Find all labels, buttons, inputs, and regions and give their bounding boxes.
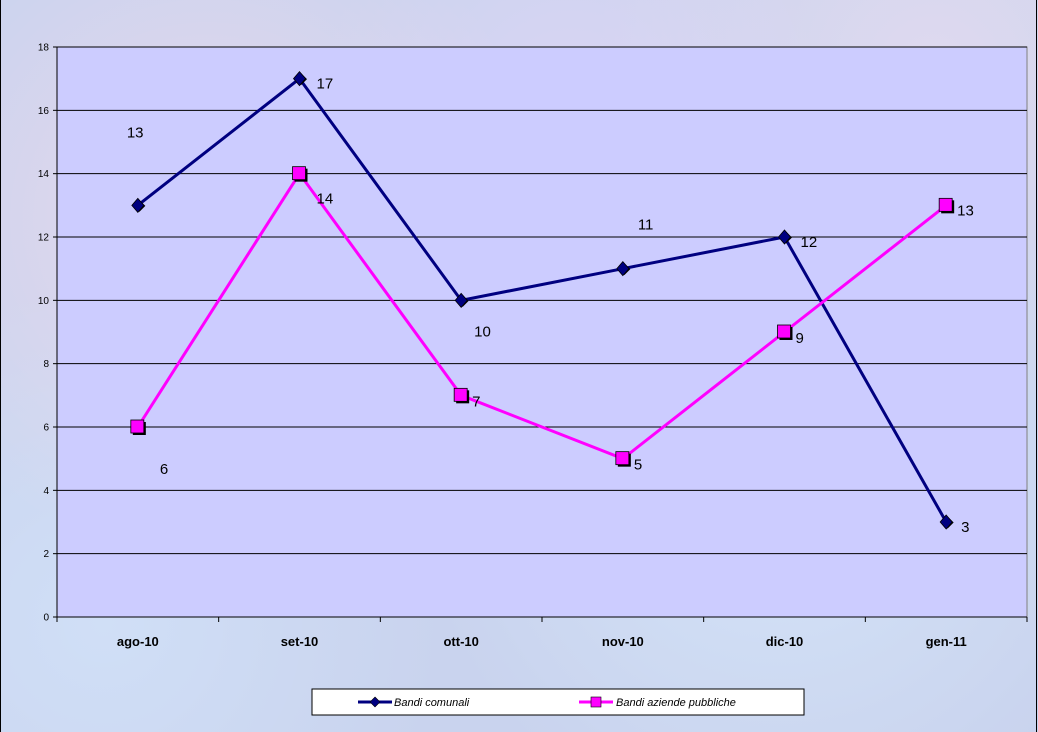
data-point-bandi-comunali: [939, 514, 953, 530]
x-tick-label: gen-11: [926, 634, 967, 649]
y-tick-label: 0: [43, 613, 49, 624]
y-tick-label: 4: [43, 486, 49, 497]
x-tick-label: ago-10: [117, 634, 159, 649]
data-label: 14: [317, 191, 334, 208]
legend-label: Bandi aziende pubbliche: [616, 697, 736, 709]
legend-label: Bandi comunali: [394, 697, 470, 709]
y-tick-label: 6: [43, 423, 49, 434]
y-tick-label: 8: [43, 359, 49, 370]
data-point-bandi-comunali: [454, 292, 468, 308]
x-tick-label: set-10: [281, 634, 319, 649]
data-point-bandi-aziende-pubbliche: [938, 197, 953, 212]
y-tick-label: 2: [43, 549, 49, 560]
data-point-bandi-comunali: [131, 197, 145, 213]
legend-marker: [590, 696, 602, 708]
data-label: 9: [796, 330, 804, 347]
y-tick-label: 10: [38, 296, 50, 307]
legend-marker: [369, 696, 381, 708]
data-label: 3: [961, 519, 969, 536]
x-tick-label: dic-10: [766, 634, 804, 649]
data-point-bandi-aziende-pubbliche: [615, 451, 630, 466]
y-tick-label: 14: [38, 169, 50, 180]
data-label: 13: [127, 124, 144, 141]
series-line-bandi-comunali: [136, 76, 948, 523]
data-label: 11: [638, 217, 654, 234]
y-tick-label: 16: [38, 106, 50, 117]
series-line-bandi-aziende-pubbliche: [136, 171, 948, 461]
x-tick-label: ott-10: [443, 634, 478, 649]
data-label: 17: [317, 76, 334, 93]
data-point-bandi-comunali: [292, 71, 307, 87]
data-point-bandi-comunali: [616, 261, 630, 277]
data-point-bandi-aziende-pubbliche: [453, 387, 468, 402]
data-label: 13: [957, 202, 974, 219]
y-tick-label: 12: [38, 233, 50, 244]
data-point-bandi-aziende-pubbliche: [130, 419, 145, 434]
data-label: 6: [160, 461, 168, 478]
data-point-bandi-aziende-pubbliche: [292, 166, 306, 181]
plot-area: [56, 46, 1028, 618]
x-tick-label: nov-10: [602, 634, 644, 649]
data-label: 5: [634, 457, 642, 474]
data-label: 7: [472, 393, 480, 410]
data-point-bandi-aziende-pubbliche: [777, 324, 791, 339]
y-tick-label: 18: [38, 43, 50, 54]
legend-box: [311, 688, 805, 716]
data-label: 10: [474, 323, 491, 340]
data-label: 12: [801, 234, 818, 251]
data-point-bandi-comunali: [777, 229, 792, 245]
